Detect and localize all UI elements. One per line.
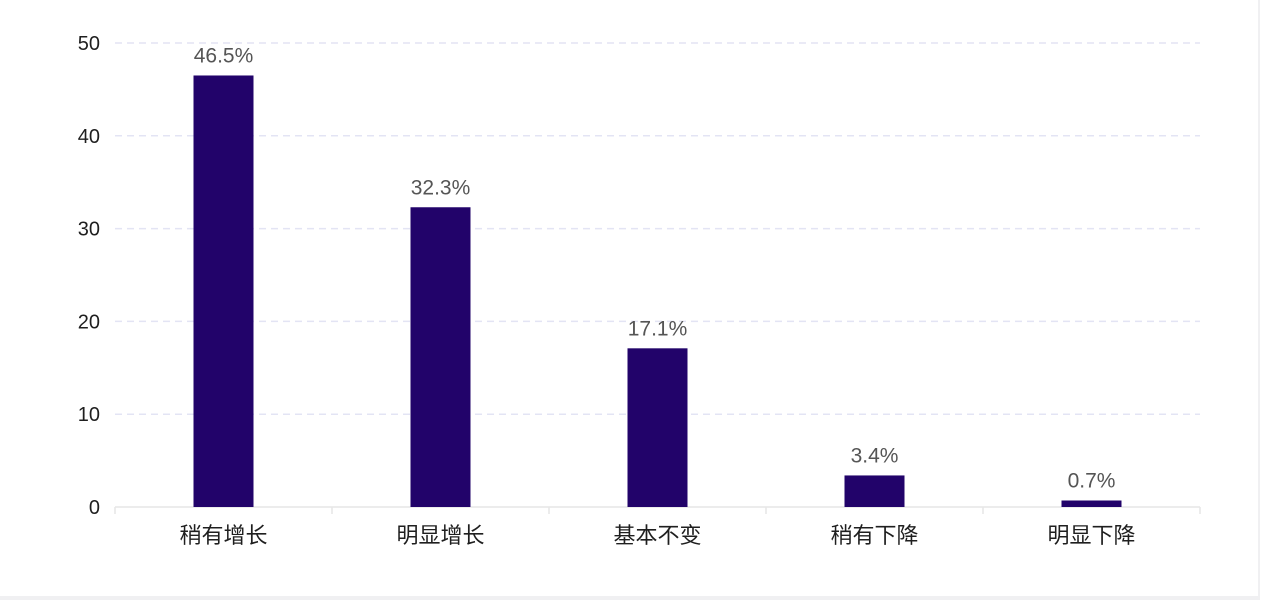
- bar: [844, 475, 905, 507]
- y-tick-label: 10: [78, 404, 100, 426]
- x-tick-label: 明显增长: [396, 524, 484, 549]
- x-tick-label: 基本不变: [613, 524, 701, 549]
- data-label: 0.7%: [1068, 470, 1116, 493]
- y-tick-label: 30: [78, 219, 100, 241]
- x-tick-label: 稍有增长: [179, 524, 267, 549]
- x-tick-label: 明显下降: [1047, 524, 1135, 549]
- data-label: 17.1%: [628, 317, 688, 340]
- data-label: 3.4%: [851, 444, 899, 467]
- y-tick-label: 50: [78, 33, 100, 55]
- x-tick-label: 稍有下降: [830, 524, 918, 549]
- bar: [410, 207, 471, 508]
- y-tick-label: 0: [89, 497, 100, 519]
- bar: [1061, 500, 1122, 507]
- data-label: 32.3%: [411, 176, 471, 199]
- data-label: 46.5%: [194, 44, 254, 67]
- bar: [193, 75, 254, 507]
- y-tick-label: 40: [78, 126, 100, 148]
- bar: [627, 348, 688, 507]
- y-tick-label: 20: [78, 311, 100, 333]
